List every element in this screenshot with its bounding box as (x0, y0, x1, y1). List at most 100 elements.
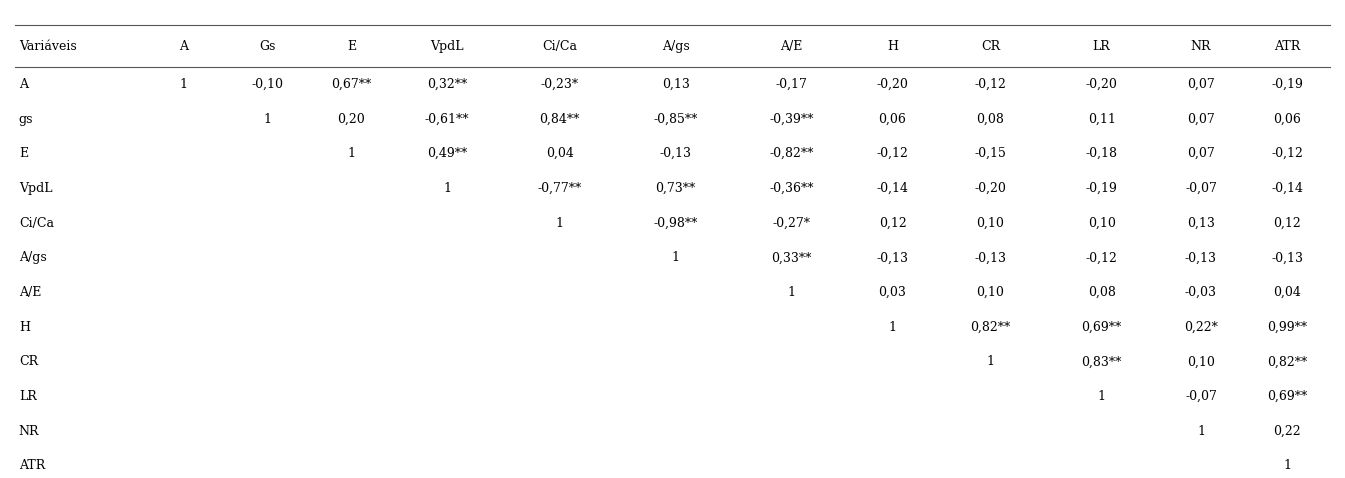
Text: 1: 1 (264, 112, 272, 126)
Text: -0,07: -0,07 (1185, 182, 1217, 195)
Text: -0,77**: -0,77** (538, 182, 582, 195)
Text: -0,19: -0,19 (1271, 78, 1303, 91)
Text: 0,04: 0,04 (1274, 286, 1301, 299)
Text: Gs: Gs (260, 40, 276, 53)
Text: gs: gs (19, 112, 34, 126)
Text: 0,03: 0,03 (878, 286, 907, 299)
Text: 0,83**: 0,83** (1081, 355, 1122, 369)
Text: 0,20: 0,20 (338, 112, 366, 126)
Text: 0,12: 0,12 (878, 217, 907, 229)
Text: -0,85**: -0,85** (654, 112, 698, 126)
Text: 0,06: 0,06 (1274, 112, 1301, 126)
Text: 0,10: 0,10 (976, 217, 1005, 229)
Text: 0,13: 0,13 (662, 78, 690, 91)
Text: A/gs: A/gs (662, 40, 690, 53)
Text: -0,03: -0,03 (1185, 286, 1217, 299)
Text: A/E: A/E (780, 40, 803, 53)
Text: 0,99**: 0,99** (1267, 321, 1307, 334)
Text: -0,36**: -0,36** (769, 182, 814, 195)
Text: 0,82**: 0,82** (1267, 355, 1307, 369)
Text: 0,10: 0,10 (1188, 355, 1215, 369)
Text: 1: 1 (889, 321, 897, 334)
Text: A/gs: A/gs (19, 251, 47, 264)
Text: A/E: A/E (19, 286, 42, 299)
Text: E: E (19, 147, 28, 160)
Text: -0,12: -0,12 (877, 147, 908, 160)
Text: Ci/Ca: Ci/Ca (19, 217, 54, 229)
Text: 0,67**: 0,67** (331, 78, 371, 91)
Text: -0,20: -0,20 (877, 78, 908, 91)
Text: E: E (347, 40, 356, 53)
Text: 1: 1 (1098, 390, 1106, 403)
Text: -0,14: -0,14 (877, 182, 908, 195)
Text: 0,49**: 0,49** (426, 147, 467, 160)
Text: -0,07: -0,07 (1185, 390, 1217, 403)
Text: 0,69**: 0,69** (1081, 321, 1122, 334)
Text: -0,39**: -0,39** (769, 112, 814, 126)
Text: NR: NR (19, 425, 39, 438)
Text: -0,98**: -0,98** (654, 217, 698, 229)
Text: 0,10: 0,10 (1088, 217, 1115, 229)
Text: 0,12: 0,12 (1274, 217, 1301, 229)
Text: 0,11: 0,11 (1088, 112, 1115, 126)
Text: 1: 1 (1283, 459, 1291, 472)
Text: LR: LR (1092, 40, 1111, 53)
Text: -0,82**: -0,82** (769, 147, 814, 160)
Text: -0,17: -0,17 (776, 78, 807, 91)
Text: VpdL: VpdL (19, 182, 52, 195)
Text: CR: CR (981, 40, 999, 53)
Text: Ci/Ca: Ci/Ca (542, 40, 577, 53)
Text: -0,13: -0,13 (1185, 251, 1217, 264)
Text: 0,04: 0,04 (546, 147, 574, 160)
Text: -0,12: -0,12 (974, 78, 1006, 91)
Text: LR: LR (19, 390, 36, 403)
Text: H: H (886, 40, 898, 53)
Text: -0,20: -0,20 (974, 182, 1006, 195)
Text: 0,08: 0,08 (1088, 286, 1115, 299)
Text: -0,12: -0,12 (1085, 251, 1118, 264)
Text: 0,08: 0,08 (976, 112, 1005, 126)
Text: -0,20: -0,20 (1085, 78, 1118, 91)
Text: -0,18: -0,18 (1085, 147, 1118, 160)
Text: 0,22: 0,22 (1274, 425, 1301, 438)
Text: 0,82**: 0,82** (970, 321, 1010, 334)
Text: 1: 1 (180, 78, 188, 91)
Text: 1: 1 (347, 147, 355, 160)
Text: -0,15: -0,15 (974, 147, 1006, 160)
Text: 0,32**: 0,32** (426, 78, 467, 91)
Text: 0,22*: 0,22* (1184, 321, 1219, 334)
Text: 0,07: 0,07 (1188, 147, 1215, 160)
Text: A: A (179, 40, 188, 53)
Text: -0,61**: -0,61** (425, 112, 469, 126)
Text: -0,12: -0,12 (1271, 147, 1303, 160)
Text: H: H (19, 321, 30, 334)
Text: 1: 1 (555, 217, 564, 229)
Text: 1: 1 (671, 251, 679, 264)
Text: -0,13: -0,13 (1271, 251, 1303, 264)
Text: -0,10: -0,10 (252, 78, 284, 91)
Text: -0,23*: -0,23* (541, 78, 578, 91)
Text: ATR: ATR (1274, 40, 1301, 53)
Text: A: A (19, 78, 28, 91)
Text: 1: 1 (1197, 425, 1205, 438)
Text: 0,07: 0,07 (1188, 78, 1215, 91)
Text: -0,13: -0,13 (974, 251, 1006, 264)
Text: -0,19: -0,19 (1085, 182, 1118, 195)
Text: 1: 1 (986, 355, 994, 369)
Text: 1: 1 (443, 182, 451, 195)
Text: NR: NR (1190, 40, 1212, 53)
Text: 0,06: 0,06 (878, 112, 907, 126)
Text: 0,13: 0,13 (1188, 217, 1215, 229)
Text: 0,33**: 0,33** (771, 251, 811, 264)
Text: 0,73**: 0,73** (655, 182, 695, 195)
Text: CR: CR (19, 355, 38, 369)
Text: -0,13: -0,13 (659, 147, 691, 160)
Text: ATR: ATR (19, 459, 46, 472)
Text: 1: 1 (788, 286, 795, 299)
Text: -0,13: -0,13 (877, 251, 908, 264)
Text: 0,10: 0,10 (976, 286, 1005, 299)
Text: 0,07: 0,07 (1188, 112, 1215, 126)
Text: 0,84**: 0,84** (539, 112, 580, 126)
Text: VpdL: VpdL (430, 40, 464, 53)
Text: Variáveis: Variáveis (19, 40, 77, 53)
